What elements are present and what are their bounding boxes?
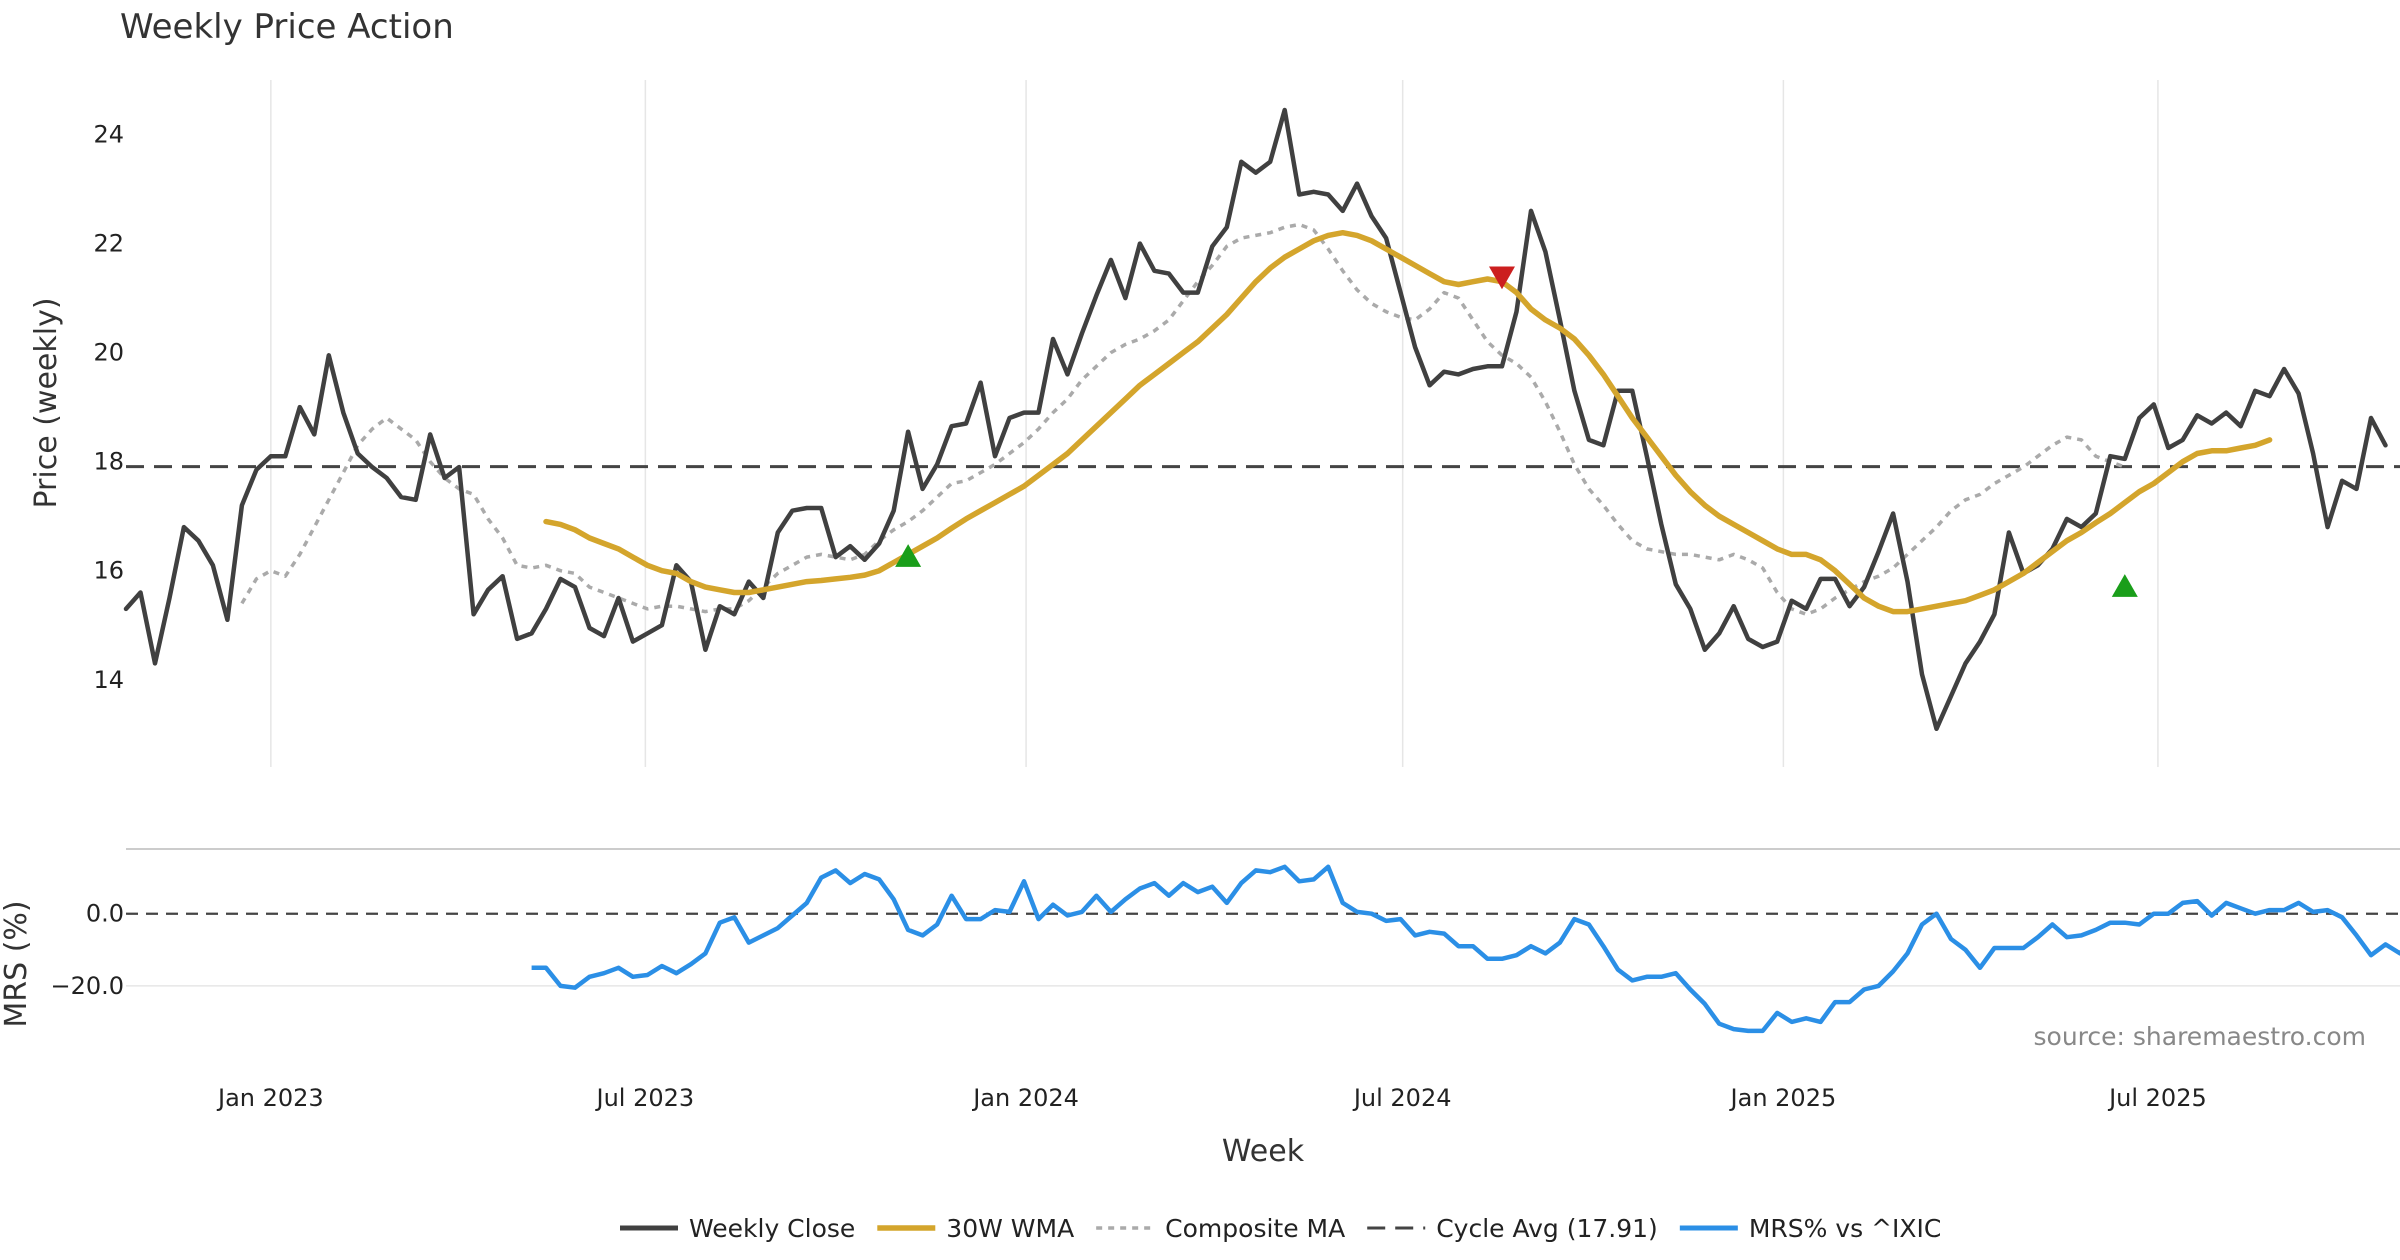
price-lines [123,107,2400,732]
mrs-lines [531,864,2400,1034]
sell-signal-marker [1488,266,1515,290]
x-tick-label: Jan 2023 [216,1084,324,1112]
price-y-tick-label: 22 [93,230,124,258]
price-grid [270,80,2159,767]
buy-signal-marker [895,544,922,567]
x-axis-label: Week [1222,1134,1305,1169]
mrs-y-tick-label: −20.0 [50,972,124,1000]
30w-wma-line [543,229,2273,615]
legend-label-weekly-close: Weekly Close [689,1214,855,1243]
mrs-y-axis-label: MRS (%) [0,900,34,1027]
weekly-close-line [123,107,2388,732]
source-note: source: sharemaestro.com [2034,1022,2367,1051]
buy-signal-marker [2111,574,2138,597]
price-y-ticks: 14 16 18 20 22 24 [93,121,124,694]
composite-ma-line [240,222,2126,617]
legend-label-mrs-vs-ixic: MRS% vs ^IXIC [1749,1214,1942,1243]
x-tick-label: Jul 2023 [595,1084,695,1112]
price-y-tick-label: 16 [93,557,124,585]
mrs-y-ticks: 0.0 −20.0 [50,900,124,1000]
mrs-grid [126,912,2400,987]
legend: Weekly Close 30W WMA Composite MA Cycle Avg… [620,1214,1941,1243]
price-y-axis-label: Price (weekly) [29,297,64,508]
x-ticks: Jan 2023 Jul 2023 Jan 2024 Jul 2024 Jan 2025… [216,1084,2207,1112]
mrs-y-tick-label: 0.0 [86,900,124,928]
x-tick-label: Jan 2025 [1729,1084,1837,1112]
legend-label-composite-ma: Composite MA [1165,1214,1345,1243]
x-tick-label: Jul 2024 [1352,1084,1452,1112]
price-y-tick-label: 20 [93,339,124,367]
price-y-tick-label: 18 [93,448,124,476]
price-y-tick-label: 14 [93,666,124,694]
legend-label-30w-wma: 30W WMA [946,1214,1074,1243]
price-y-tick-label: 24 [93,121,124,149]
chart-title: Weekly Price Action [120,7,454,47]
mrs-line [531,864,2400,1034]
x-tick-label: Jan 2024 [971,1084,1079,1112]
x-tick-label: Jul 2025 [2107,1084,2207,1112]
signal-markers [895,266,2138,597]
legend-label-cycle-avg-17-91: Cycle Avg (17.91) [1436,1214,1658,1243]
